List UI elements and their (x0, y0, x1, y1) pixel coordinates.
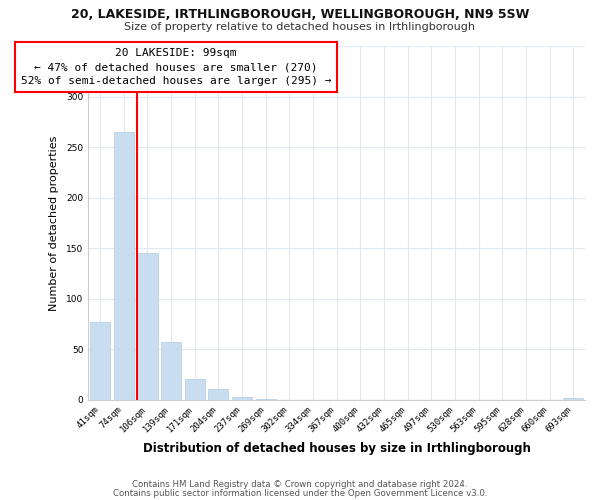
Text: 20, LAKESIDE, IRTHLINGBOROUGH, WELLINGBOROUGH, NN9 5SW: 20, LAKESIDE, IRTHLINGBOROUGH, WELLINGBO… (71, 8, 529, 20)
Bar (114, 132, 134, 400)
Text: Contains public sector information licensed under the Open Government Licence v3: Contains public sector information licen… (113, 488, 487, 498)
Bar (208, 388, 229, 400)
Text: Size of property relative to detached houses in Irthlingborough: Size of property relative to detached ho… (125, 22, 476, 32)
Text: 20 LAKESIDE: 99sqm
← 47% of detached houses are smaller (270)
52% of semi-detach: 20 LAKESIDE: 99sqm ← 47% of detached hou… (20, 48, 331, 86)
Bar (90, 322, 110, 400)
Bar (563, 398, 583, 400)
Bar (232, 396, 252, 400)
Text: Contains HM Land Registry data © Crown copyright and database right 2024.: Contains HM Land Registry data © Crown c… (132, 480, 468, 489)
Bar (185, 380, 205, 400)
Y-axis label: Number of detached properties: Number of detached properties (49, 135, 59, 310)
Bar (137, 253, 158, 400)
X-axis label: Distribution of detached houses by size in Irthlingborough: Distribution of detached houses by size … (143, 442, 530, 455)
Bar (161, 342, 181, 400)
Bar (256, 398, 276, 400)
